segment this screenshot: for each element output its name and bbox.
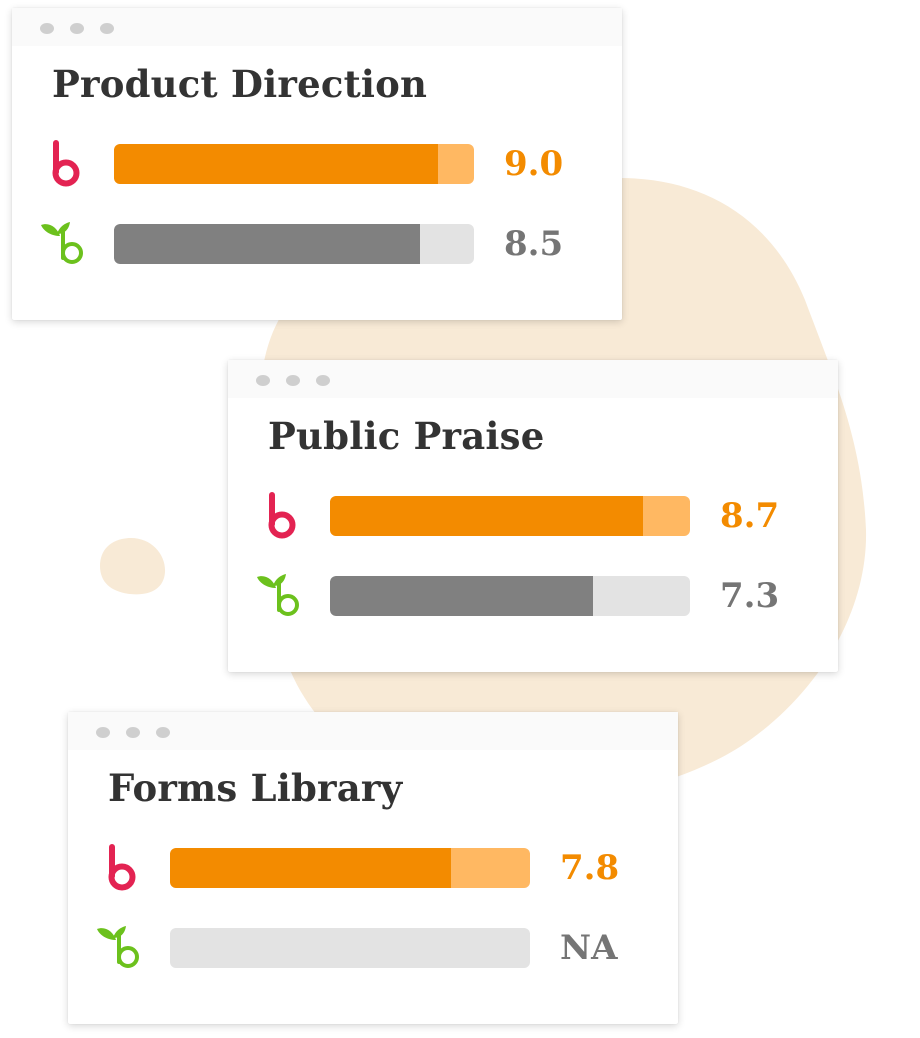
window-dot-icon [40, 23, 54, 34]
bar-fill [114, 144, 438, 184]
bar-row-bamboo: 7.8 [68, 844, 678, 891]
window-titlebar [68, 712, 678, 750]
chart-card-2: Public Praise 8.7 7.3 [228, 360, 838, 672]
bamboohr-b-logo-icon [268, 492, 296, 539]
small-background-blob [100, 538, 166, 595]
leaf-b-logo-icon [41, 222, 83, 264]
leaf-b-logo-icon [257, 574, 299, 616]
bar-row-leaf: 8.5 [12, 222, 622, 264]
bar-value-label: NA [560, 928, 618, 968]
leaf-b-logo-icon [97, 926, 139, 968]
bar-track [170, 928, 530, 968]
bar-track [114, 224, 474, 264]
chart-card-1: Product Direction 9.0 8.5 [12, 8, 622, 320]
window-dot-icon [70, 23, 84, 34]
bar-value-label: 8.7 [720, 496, 780, 536]
bar-fill [330, 496, 644, 536]
bar-value-label: 7.8 [560, 848, 620, 888]
bar-fill [170, 848, 451, 888]
bar-fill [114, 224, 420, 264]
bar-row-bamboo: 9.0 [12, 140, 622, 187]
window-dot-icon [100, 23, 114, 34]
bar-fill [330, 576, 593, 616]
bar-track [170, 848, 530, 888]
bamboohr-b-logo-icon [108, 844, 136, 891]
bar-track [114, 144, 474, 184]
chart-title: Product Direction [52, 62, 428, 106]
bar-row-bamboo: 8.7 [228, 492, 838, 539]
chart-title: Public Praise [268, 414, 545, 458]
chart-title: Forms Library [108, 766, 403, 810]
bamboohr-b-logo-icon [52, 140, 80, 187]
window-dot-icon [156, 727, 170, 738]
bar-track [330, 496, 690, 536]
window-dot-icon [256, 375, 270, 386]
bar-value-label: 8.5 [504, 224, 564, 264]
window-dot-icon [96, 727, 110, 738]
window-dot-icon [316, 375, 330, 386]
chart-card-3: Forms Library 7.8 NA [68, 712, 678, 1024]
bar-value-label: 7.3 [720, 576, 780, 616]
window-titlebar [12, 8, 622, 46]
window-dot-icon [126, 727, 140, 738]
bar-value-label: 9.0 [504, 144, 564, 184]
window-dot-icon [286, 375, 300, 386]
bar-track [330, 576, 690, 616]
bar-row-leaf: NA [68, 926, 678, 968]
window-titlebar [228, 360, 838, 398]
bar-row-leaf: 7.3 [228, 574, 838, 616]
